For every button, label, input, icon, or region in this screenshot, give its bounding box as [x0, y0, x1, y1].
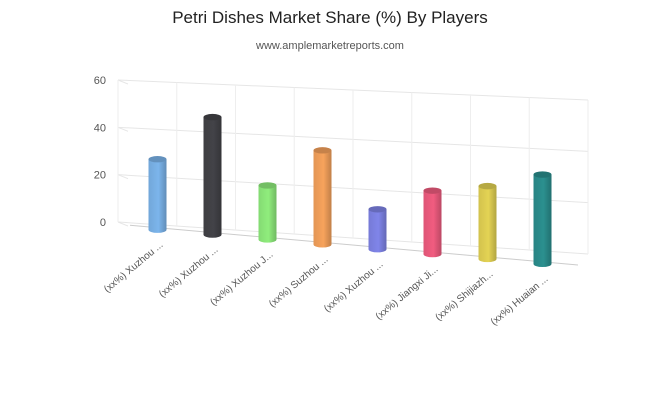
- bar-body: [478, 186, 497, 263]
- bar: [258, 182, 277, 243]
- gridline-depth: [117, 174, 129, 180]
- y-tick-label: 40: [94, 122, 106, 134]
- bar-top: [203, 113, 222, 121]
- x-tick-label: (xx%) Xuzhou J...: [208, 249, 275, 308]
- bar: [478, 182, 497, 263]
- bar: [203, 113, 222, 238]
- gridline-depth: [117, 221, 129, 227]
- x-tick-label: (xx%) Xuzhou ...: [322, 259, 385, 315]
- bar-body: [368, 209, 387, 253]
- bar: [368, 206, 387, 253]
- bar-top: [258, 182, 277, 189]
- y-tick-label: 20: [94, 170, 106, 182]
- bar: [313, 147, 332, 248]
- y-tick-label: 0: [100, 217, 106, 229]
- bar-body: [423, 190, 442, 258]
- x-tick-label: (xx%) Jiangxi Ji...: [374, 264, 441, 322]
- gridline-depth: [117, 79, 129, 85]
- bar-body: [313, 150, 332, 248]
- bar-top: [148, 156, 167, 163]
- chart-subtitle: www.amplemarketreports.com: [256, 40, 404, 52]
- gridline-depth: [117, 126, 129, 132]
- x-tick-label: (xx%) Huaian ...: [489, 274, 551, 328]
- x-tick-label: (xx%) Xuzhou ...: [157, 244, 220, 300]
- bar-top: [313, 147, 332, 154]
- bar: [533, 171, 552, 268]
- bar-top: [533, 171, 552, 178]
- x-tick-label: (xx%) Shijiazh...: [433, 269, 495, 324]
- bar-top: [423, 187, 442, 194]
- x-tick-label: (xx%) Suzhou ...: [267, 254, 330, 310]
- gridlines: 0 20 40 60: [94, 75, 589, 266]
- bar: [148, 156, 167, 233]
- bar-top: [368, 206, 387, 213]
- bar: [423, 187, 442, 258]
- bar-body: [148, 159, 167, 233]
- chart-title: Petri Dishes Market Share (%) By Players: [172, 8, 488, 27]
- bar-top: [478, 182, 497, 190]
- y-tick-label: 60: [94, 75, 106, 87]
- bars: [148, 113, 552, 268]
- bar-body: [533, 174, 552, 268]
- bar-body: [258, 185, 277, 243]
- bar-body: [203, 117, 222, 238]
- x-tick-label: (xx%) Xuzhou ...: [102, 240, 165, 296]
